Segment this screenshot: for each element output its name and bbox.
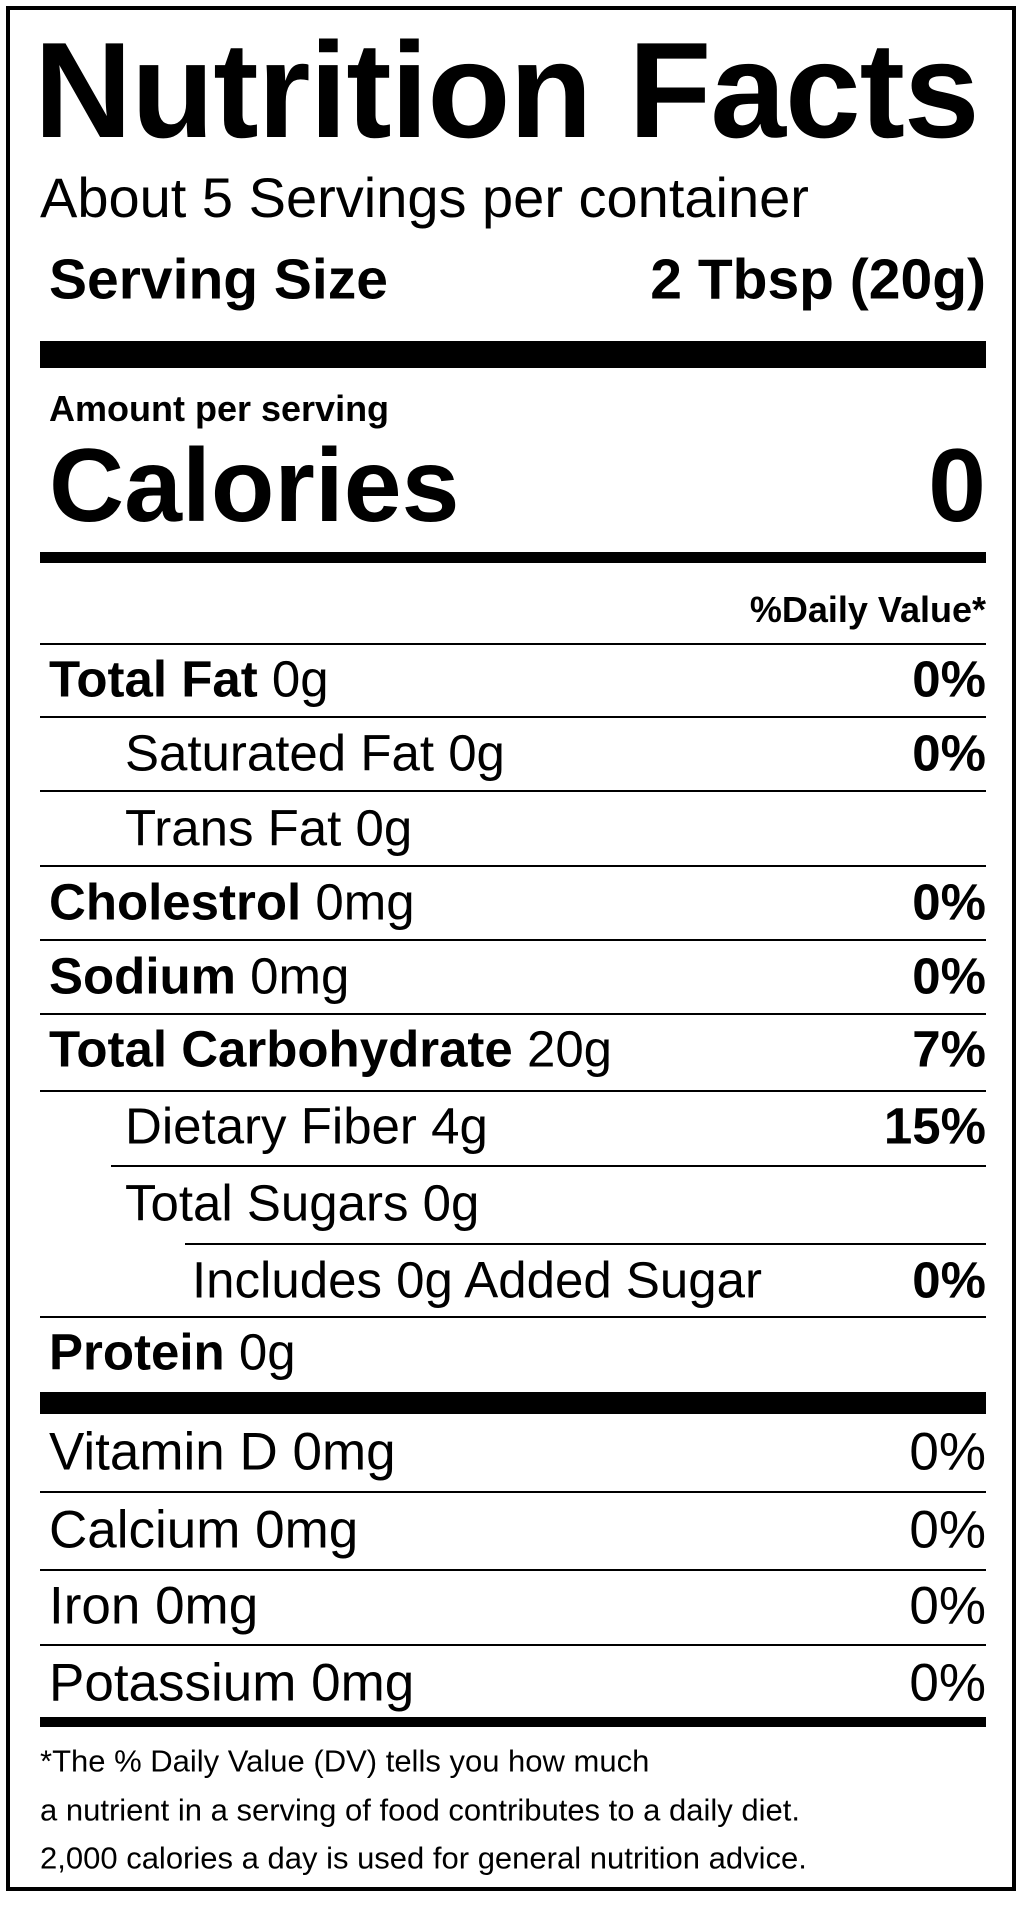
nutrient: Total Fat 0g bbox=[49, 654, 329, 705]
rule bbox=[40, 1569, 986, 1571]
nutrient: Protein 0g bbox=[49, 1327, 296, 1378]
vitamin: Iron 0mg bbox=[49, 1580, 258, 1633]
thick-rule bbox=[40, 341, 986, 368]
nutrient-amount: 20g bbox=[526, 1020, 613, 1078]
nutrient-amount: 0g bbox=[271, 650, 329, 708]
nutrient-amount: 0g bbox=[448, 724, 505, 782]
nutrient-dv: 7% bbox=[912, 1020, 986, 1078]
nutrient-name: Dietary Fiber bbox=[125, 1097, 417, 1155]
nutrient-dv: 15% bbox=[883, 1097, 986, 1155]
nutrition-label: Nutrition Facts About 5 Servings per con… bbox=[6, 6, 1016, 1891]
rule bbox=[40, 1644, 986, 1646]
medium-rule bbox=[40, 1717, 986, 1727]
nutrient-dv: 0% bbox=[912, 947, 986, 1005]
vitamin-dv: 0% bbox=[909, 1422, 986, 1482]
vitamin-amount: 0mg bbox=[292, 1422, 396, 1482]
serving-size-label: Serving Size bbox=[49, 247, 388, 312]
rule bbox=[40, 643, 986, 645]
rule bbox=[40, 716, 986, 718]
daily-value-header: %Daily Value* bbox=[749, 589, 986, 630]
thick-rule bbox=[40, 1392, 986, 1414]
calories-label: Calories bbox=[49, 428, 460, 544]
nutrient: Trans Fat 0g bbox=[125, 803, 412, 854]
nutrient-name: Protein bbox=[49, 1323, 225, 1381]
vitamin: Potassium 0mg bbox=[49, 1657, 414, 1710]
nutrient-name: Saturated Fat bbox=[125, 724, 435, 782]
nutrient: Includes 0g Added Sugar bbox=[192, 1255, 762, 1306]
rule bbox=[40, 1090, 986, 1092]
rule bbox=[40, 939, 986, 941]
vitamin-dv: 0% bbox=[909, 1653, 986, 1713]
vitamin: Calcium 0mg bbox=[49, 1504, 358, 1557]
rule bbox=[40, 790, 986, 792]
rule bbox=[111, 1165, 986, 1167]
footnote-line: a nutrient in a serving of food contribu… bbox=[40, 1792, 800, 1828]
nutrient-dv: 0% bbox=[912, 650, 986, 708]
amount-per-serving: Amount per serving bbox=[49, 388, 390, 429]
servings: About 5 Servings per container bbox=[40, 166, 809, 229]
rule bbox=[40, 1013, 986, 1015]
nutrient-amount: 0g bbox=[422, 1174, 480, 1232]
nutrient-name: Sodium bbox=[49, 947, 236, 1005]
nutrient-amount: 0mg bbox=[315, 873, 415, 931]
nutrient-amount: 0g bbox=[238, 1323, 296, 1381]
vitamin: Vitamin D 0mg bbox=[49, 1426, 396, 1479]
calories-value: 0 bbox=[928, 428, 986, 544]
footnote-line: *The % Daily Value (DV) tells you how mu… bbox=[40, 1743, 650, 1779]
nutrient-dv: 0% bbox=[912, 873, 986, 931]
vitamin-amount: 0mg bbox=[311, 1653, 415, 1713]
nutrient-name: Total Sugars bbox=[125, 1174, 409, 1232]
vitamin-name: Vitamin D bbox=[49, 1422, 278, 1482]
rule bbox=[40, 1316, 986, 1318]
nutrient-amount: 4g bbox=[431, 1097, 488, 1155]
title: Nutrition Facts bbox=[34, 14, 980, 166]
nutrient: Sodium 0mg bbox=[49, 951, 349, 1002]
nutrient-dv: 0% bbox=[912, 724, 986, 782]
rule bbox=[185, 1243, 986, 1245]
rule bbox=[40, 1491, 986, 1493]
serving-size-value: 2 Tbsp (20g) bbox=[650, 247, 986, 312]
nutrient-name: Total Carbohydrate bbox=[49, 1020, 513, 1078]
footnote-line: 2,000 calories a day is used for general… bbox=[40, 1840, 807, 1876]
nutrient: Total Carbohydrate 20g bbox=[49, 1024, 612, 1075]
nutrient-name: Trans Fat bbox=[125, 799, 342, 857]
nutrient: Saturated Fat 0g bbox=[125, 728, 505, 779]
vitamin-name: Potassium bbox=[49, 1653, 297, 1713]
vitamin-amount: 0mg bbox=[155, 1576, 259, 1636]
nutrient: Total Sugars 0g bbox=[125, 1178, 479, 1229]
medium-rule bbox=[40, 552, 986, 563]
nutrient-name: Total Fat bbox=[49, 650, 258, 708]
nutrient-amount: 0g bbox=[355, 799, 413, 857]
nutrient-dv: 0% bbox=[912, 1251, 986, 1309]
nutrient-name: Includes 0g Added Sugar bbox=[192, 1251, 762, 1309]
rule bbox=[40, 865, 986, 867]
vitamin-dv: 0% bbox=[909, 1500, 986, 1560]
nutrient-name: Cholestrol bbox=[49, 873, 302, 931]
nutrient-amount: 0mg bbox=[250, 947, 350, 1005]
vitamin-name: Iron bbox=[49, 1576, 141, 1636]
vitamin-dv: 0% bbox=[909, 1576, 986, 1636]
nutrient: Dietary Fiber 4g bbox=[125, 1101, 488, 1152]
nutrient: Cholestrol 0mg bbox=[49, 877, 415, 928]
vitamin-name: Calcium bbox=[49, 1500, 241, 1560]
vitamin-amount: 0mg bbox=[255, 1500, 359, 1560]
